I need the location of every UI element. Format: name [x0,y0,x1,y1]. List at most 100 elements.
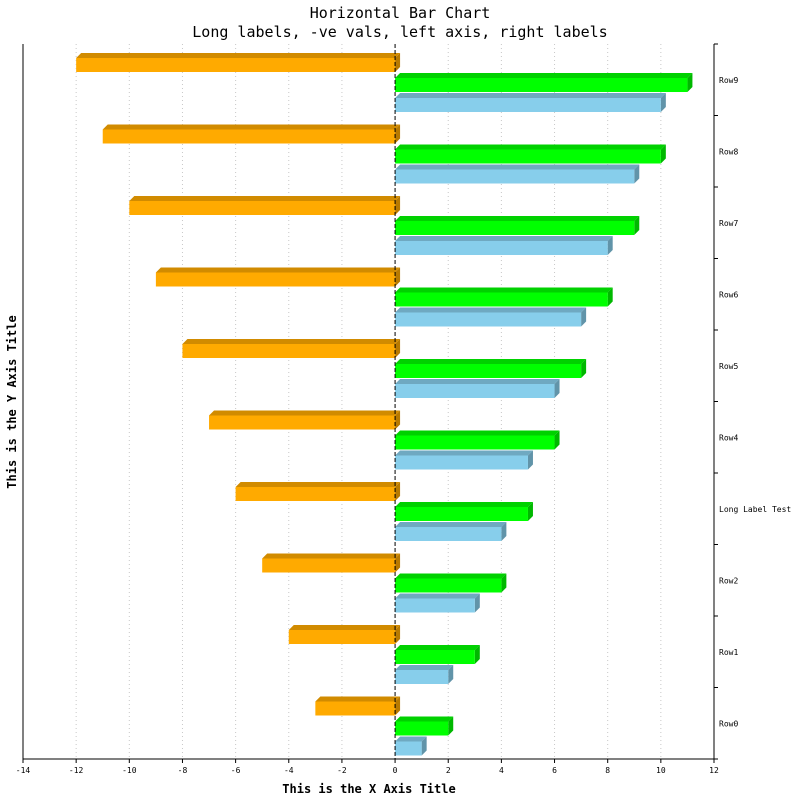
x-tick-label: -6 [231,766,241,775]
bar-series-0-row-2 [262,553,401,573]
bar-series-1-row-7 [395,216,640,235]
bar-front-face [395,384,555,398]
bar-front-face [395,741,422,756]
bar-top-face [235,482,401,487]
bar-top-face [315,696,401,702]
bar-top-face [395,736,427,742]
bar-series-0-row-4 [209,410,401,430]
bar-side-face [448,665,454,684]
bar-series-1-row-2 [395,573,507,593]
bar-top-face [395,287,613,293]
row-label: Long Label Test [719,505,791,514]
bar-side-face [395,124,401,144]
bar-top-face [395,359,587,364]
row-label: Row7 [719,219,738,228]
x-tick-label: 6 [552,766,557,775]
bar-front-face [395,435,555,450]
bar-series-2-row-6 [395,307,587,327]
bar-top-face [395,593,480,599]
bar-series-1-row-1 [395,645,480,664]
bar-front-face [235,487,396,501]
bar-series-0-row-0 [315,696,401,716]
bar-side-face [395,267,401,287]
bar-front-face [76,58,396,72]
row-label: Row2 [719,576,738,585]
bar-top-face [262,553,401,559]
bar-front-face [102,129,396,144]
bar-front-face [395,292,608,307]
bar-side-face [395,625,401,644]
bar-top-face [288,625,401,630]
bar-front-face [182,344,396,358]
x-tick-label: -14 [16,766,31,775]
bar-top-face [395,645,480,650]
bar-side-face [607,287,613,307]
bar-top-face [395,307,587,313]
bar-front-face [395,312,582,327]
x-tick-label: -4 [284,766,294,775]
bar-side-face [660,144,666,164]
bar-top-face [395,93,666,98]
bar-side-face [395,696,401,716]
row-label: Row1 [719,648,738,657]
bar-side-face [634,164,640,184]
bar-side-face [448,716,454,736]
bar-front-face [288,630,396,644]
bar-series-1-row-5 [395,359,587,378]
chart-title: Horizontal Bar Chart [310,4,491,22]
bar-side-face [634,216,640,235]
bar-top-face [395,716,454,722]
x-tick-label: -2 [337,766,347,775]
bar-side-face [581,307,587,327]
bar-series-0-row-9 [76,53,401,72]
x-tick-label: 4 [499,766,504,775]
bar-front-face [395,507,528,521]
bar-front-face [395,241,608,255]
bar-series-2-row-9 [395,93,666,112]
bar-series-2-row-5 [395,379,560,398]
x-axis-title: This is the X Axis Title [282,782,455,796]
x-tick-label: 8 [605,766,610,775]
x-tick-label: -10 [122,766,137,775]
bars [76,44,693,759]
row-label: Row6 [719,290,738,299]
bar-series-1-row-6 [395,287,613,307]
bar-series-1-row-0 [395,716,454,736]
bar-front-face [395,169,635,184]
bar-top-face [395,450,533,456]
bar-front-face [395,578,502,593]
bar-series-2-row-3 [395,522,507,541]
bar-side-face [474,645,480,664]
bar-top-face [395,164,640,170]
bar-side-face [395,410,401,430]
bar-series-2-row-4 [395,450,533,470]
bar-side-face [554,379,560,398]
bar-front-face [395,98,661,112]
bar-series-1-row-9 [395,73,693,92]
bar-top-face [395,573,507,579]
bar-top-face [76,53,401,58]
bar-front-face [315,701,396,716]
bar-series-2-row-8 [395,164,640,184]
bar-top-face [182,339,401,344]
bar-series-2-row-2 [395,593,480,613]
bar-top-face [209,410,401,416]
bar-front-face [395,527,502,541]
bar-side-face [395,339,401,358]
x-tick-label: 10 [656,766,666,775]
row-label: Row4 [719,433,738,442]
bar-front-face [262,558,396,573]
bar-front-face [209,415,396,430]
bar-top-face [129,196,401,201]
bar-side-face [554,430,560,450]
x-tick-label: -12 [69,766,84,775]
bar-top-face [102,124,401,130]
bar-front-face [395,364,582,378]
bar-top-face [395,502,533,507]
bar-side-face [501,573,507,593]
bar-top-face [395,216,640,221]
bar-front-face [129,201,396,215]
bar-side-face [687,73,693,92]
bar-side-face [501,522,507,541]
bar-side-face [581,359,587,378]
